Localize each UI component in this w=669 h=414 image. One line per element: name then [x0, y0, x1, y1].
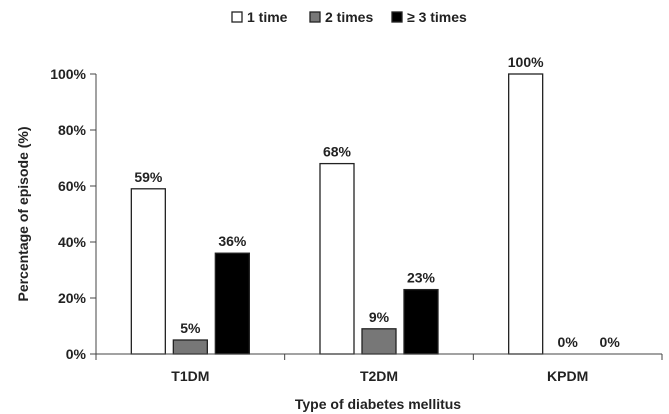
- y-tick-label: 60%: [58, 178, 87, 194]
- bar-t2dm-1-time: [319, 162, 355, 355]
- x-axis-title: Type of diabetes mellitus: [295, 396, 461, 412]
- legend-swatch: [391, 11, 403, 23]
- y-tick-label: 20%: [58, 290, 87, 306]
- bar-t2dm-2-times: [361, 328, 397, 355]
- y-tick-label: 80%: [58, 122, 87, 138]
- bar-t1dm-3-times: [214, 252, 250, 355]
- legend-item-3-times: ≥ 3 times: [391, 9, 467, 25]
- x-tick-label: T1DM: [171, 368, 209, 384]
- data-label-t1dm-3-times: 36%: [218, 233, 247, 249]
- data-label-kpdm-1-time: 100%: [508, 54, 544, 70]
- legend-label: ≥ 3 times: [407, 9, 467, 25]
- x-axis: T1DM T2DM KPDM: [95, 353, 663, 384]
- bar-t2dm-3-times: [403, 288, 439, 355]
- data-label-t2dm-1-time: 68%: [323, 144, 352, 160]
- data-label-kpdm-3-times: 0%: [600, 334, 621, 350]
- legend-label: 1 time: [247, 9, 288, 25]
- data-label-t2dm-2-times: 9%: [369, 309, 390, 325]
- legend-swatch: [309, 11, 321, 23]
- data-label-t1dm-2-times: 5%: [180, 320, 201, 336]
- legend-swatch: [231, 11, 243, 23]
- legend: 1 time 2 times ≥ 3 times: [231, 9, 467, 25]
- data-label-kpdm-2-times: 0%: [558, 334, 579, 350]
- data-label-t1dm-1-time: 59%: [134, 169, 163, 185]
- y-tick-label: 40%: [58, 234, 87, 250]
- y-axis-title: Percentage of episode (%): [15, 126, 31, 301]
- bar-t1dm-1-time: [130, 188, 166, 355]
- bar-kpdm-1-time: [508, 73, 544, 355]
- y-tick-label: 100%: [50, 66, 86, 82]
- bars: 59% 5% 36% 68% 9% 23% 100% 0% 0%: [130, 54, 621, 355]
- data-label-t2dm-3-times: 23%: [407, 270, 436, 286]
- bar-t1dm-2-times: [172, 339, 208, 355]
- legend-item-2-times: 2 times: [309, 9, 373, 25]
- x-tick-label: T2DM: [360, 368, 398, 384]
- y-tick-label: 0%: [66, 346, 87, 362]
- legend-item-1-time: 1 time: [231, 9, 288, 25]
- legend-label: 2 times: [325, 9, 373, 25]
- x-tick-label: KPDM: [547, 368, 588, 384]
- y-axis: 0% 20% 40% 60% 80% 100%: [50, 66, 97, 362]
